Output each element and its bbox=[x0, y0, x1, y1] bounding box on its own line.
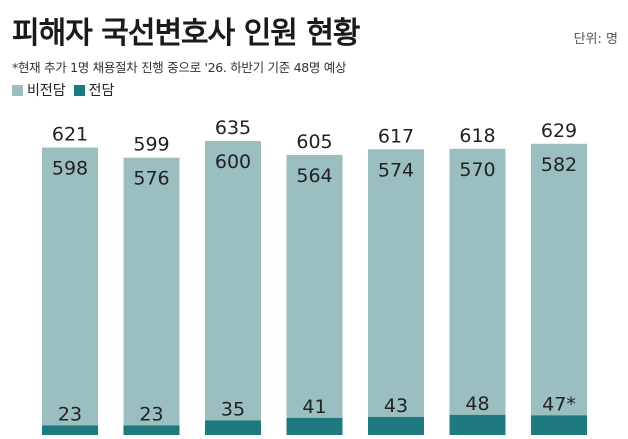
total-label-2: 599 bbox=[133, 134, 169, 156]
total-label-6: 618 bbox=[459, 125, 495, 147]
non-dedicated-label-1: 598 bbox=[52, 157, 88, 179]
bar-dedicated-1 bbox=[42, 425, 98, 435]
non-dedicated-label-6: 570 bbox=[459, 159, 495, 181]
legend-item-non-dedicated: 비전담 bbox=[12, 80, 66, 100]
bar-non-dedicated-1 bbox=[42, 147, 98, 426]
bar-non-dedicated-4 bbox=[286, 154, 343, 418]
chart-title: 피해자 국선변호사 인원 현황 bbox=[12, 16, 361, 51]
unit-label: 단위: 명 bbox=[573, 32, 618, 47]
bar-dedicated-5 bbox=[368, 416, 424, 435]
non-dedicated-label-4: 564 bbox=[296, 165, 332, 187]
dedicated-label-6: 48 bbox=[465, 393, 489, 415]
total-label-3: 635 bbox=[215, 117, 251, 139]
dedicated-label-5: 43 bbox=[384, 395, 408, 417]
non-dedicated-label-3: 600 bbox=[215, 151, 251, 173]
bar-non-dedicated-7 bbox=[531, 143, 587, 416]
dedicated-label-2: 23 bbox=[139, 403, 163, 425]
legend-swatch-dedicated bbox=[73, 84, 85, 96]
bar-dedicated-3 bbox=[205, 420, 261, 435]
total-label-5: 617 bbox=[378, 125, 414, 147]
bar-dedicated-2 bbox=[123, 425, 180, 435]
total-label-1: 621 bbox=[52, 123, 88, 145]
footnote: *현재 추가 1명 채용절차 진행 중으로 '26. 하반기 기준 48명 예상 bbox=[12, 60, 347, 75]
bar-dedicated-7 bbox=[531, 415, 587, 435]
dedicated-label-3: 35 bbox=[221, 398, 245, 420]
dedicated-label-1: 23 bbox=[58, 403, 82, 425]
dedicated-label-7: 47* bbox=[542, 393, 576, 415]
dedicated-label-4: 41 bbox=[302, 396, 326, 418]
bar-non-dedicated-5 bbox=[368, 149, 424, 417]
non-dedicated-label-7: 582 bbox=[541, 154, 577, 176]
non-dedicated-label-5: 574 bbox=[378, 159, 414, 181]
bar-non-dedicated-2 bbox=[123, 157, 180, 426]
total-label-7: 629 bbox=[541, 120, 577, 142]
bar-dedicated-4 bbox=[286, 417, 343, 435]
legend-label-non-dedicated: 비전담 bbox=[27, 83, 66, 99]
bar-non-dedicated-6 bbox=[449, 148, 506, 415]
total-label-4: 605 bbox=[296, 131, 332, 153]
legend-swatch-non-dedicated bbox=[12, 84, 23, 96]
legend: 비전담 전담 bbox=[12, 80, 122, 100]
bar-dedicated-6 bbox=[449, 414, 506, 435]
legend-item-dedicated: 전담 bbox=[73, 80, 115, 100]
bar-non-dedicated-3 bbox=[205, 141, 261, 421]
legend-label-dedicated: 전담 bbox=[88, 83, 115, 99]
non-dedicated-label-2: 576 bbox=[133, 168, 169, 190]
